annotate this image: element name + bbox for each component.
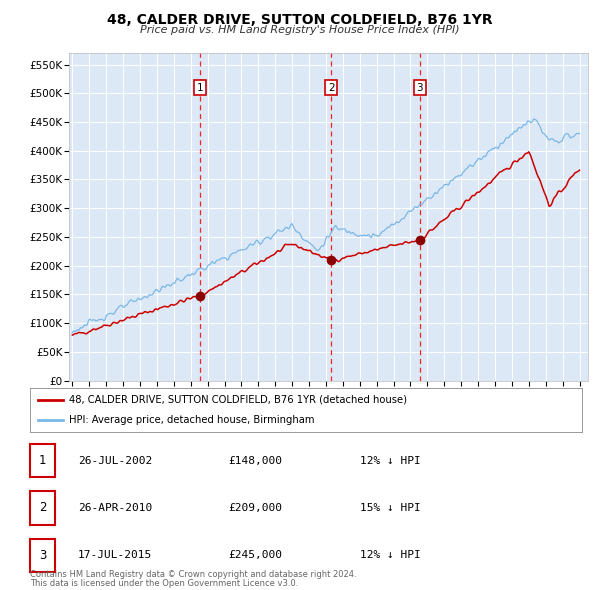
Text: 15% ↓ HPI: 15% ↓ HPI [360, 503, 421, 513]
Text: 12% ↓ HPI: 12% ↓ HPI [360, 456, 421, 466]
Text: HPI: Average price, detached house, Birmingham: HPI: Average price, detached house, Birm… [68, 415, 314, 425]
Text: Price paid vs. HM Land Registry's House Price Index (HPI): Price paid vs. HM Land Registry's House … [140, 25, 460, 35]
Text: Contains HM Land Registry data © Crown copyright and database right 2024.: Contains HM Land Registry data © Crown c… [30, 570, 356, 579]
Text: This data is licensed under the Open Government Licence v3.0.: This data is licensed under the Open Gov… [30, 579, 298, 588]
Text: £245,000: £245,000 [228, 550, 282, 560]
Text: 1: 1 [39, 454, 46, 467]
Text: 2: 2 [39, 502, 46, 514]
Text: 48, CALDER DRIVE, SUTTON COLDFIELD, B76 1YR (detached house): 48, CALDER DRIVE, SUTTON COLDFIELD, B76 … [68, 395, 407, 405]
Text: 26-APR-2010: 26-APR-2010 [78, 503, 152, 513]
Text: 2: 2 [328, 83, 335, 93]
Text: 48, CALDER DRIVE, SUTTON COLDFIELD, B76 1YR: 48, CALDER DRIVE, SUTTON COLDFIELD, B76 … [107, 13, 493, 27]
Text: 26-JUL-2002: 26-JUL-2002 [78, 456, 152, 466]
Text: £148,000: £148,000 [228, 456, 282, 466]
Text: 1: 1 [197, 83, 203, 93]
Text: 3: 3 [39, 549, 46, 562]
Text: 17-JUL-2015: 17-JUL-2015 [78, 550, 152, 560]
Text: 3: 3 [416, 83, 423, 93]
Text: £209,000: £209,000 [228, 503, 282, 513]
Text: 12% ↓ HPI: 12% ↓ HPI [360, 550, 421, 560]
